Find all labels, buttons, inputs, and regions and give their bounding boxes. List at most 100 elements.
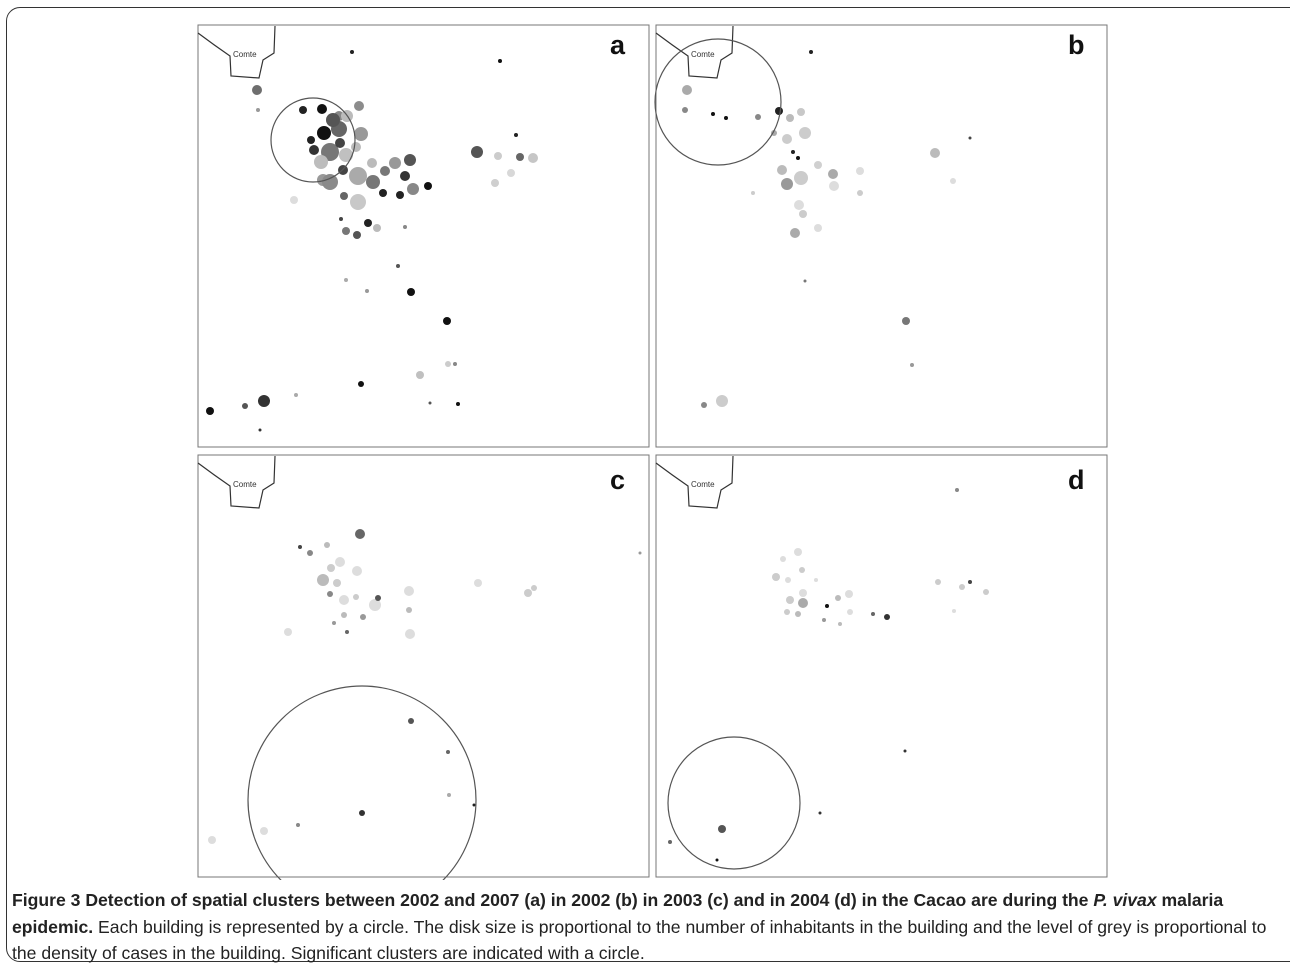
figure-panels: Comte a Comte b Comte c Comte d: [197, 24, 1108, 880]
building-point: [682, 85, 692, 95]
building-point: [375, 595, 381, 601]
panel-c: Comte c: [197, 454, 650, 880]
building-point: [354, 127, 368, 141]
building-point: [797, 108, 805, 116]
building-point: [296, 823, 300, 827]
building-point: [317, 574, 329, 586]
building-point: [784, 609, 790, 615]
building-point: [514, 133, 518, 137]
building-point: [333, 579, 341, 587]
building-point: [755, 114, 761, 120]
place-label: Comte: [233, 50, 257, 59]
building-point: [456, 402, 460, 406]
panel-b: Comte b: [654, 24, 1108, 448]
building-point: [339, 217, 343, 221]
cluster-circles: [667, 736, 801, 870]
building-point: [307, 136, 315, 144]
cluster-circles: [270, 97, 356, 183]
building-point: [498, 59, 502, 63]
building-point: [682, 107, 688, 113]
building-point: [772, 573, 780, 581]
building-point: [404, 154, 416, 166]
building-point: [406, 607, 412, 613]
building-point: [335, 557, 345, 567]
building-point: [335, 138, 345, 148]
building-point: [818, 811, 822, 815]
building-point: [955, 488, 959, 492]
building-point: [314, 155, 328, 169]
building-point: [379, 189, 387, 197]
building-point: [332, 621, 336, 625]
building-point: [902, 317, 910, 325]
building-point: [353, 594, 359, 600]
building-point: [531, 585, 537, 591]
building-point: [507, 169, 515, 177]
panel-d: Comte d: [655, 454, 1108, 878]
building-point: [829, 181, 839, 191]
building-point: [408, 718, 414, 724]
building-point: [344, 278, 348, 282]
building-point: [453, 362, 457, 366]
building-point: [349, 167, 367, 185]
building-point: [795, 611, 801, 617]
building-point: [871, 612, 875, 616]
figure-caption: Figure 3 Detection of spatial clusters b…: [12, 887, 1284, 967]
building-point: [718, 825, 726, 833]
building-point: [396, 191, 404, 199]
building-point: [447, 793, 451, 797]
building-point: [242, 403, 248, 409]
building-point: [856, 167, 864, 175]
building-point: [359, 810, 365, 816]
building-point: [803, 279, 807, 283]
building-point: [528, 153, 538, 163]
building-point: [342, 227, 350, 235]
caption-bold-start: Figure 3 Detection of spatial clusters b…: [12, 890, 1094, 910]
building-point: [208, 836, 216, 844]
place-label: Comte: [691, 480, 715, 489]
building-point: [952, 609, 956, 613]
building-point: [845, 590, 853, 598]
building-point: [326, 113, 340, 127]
building-point: [339, 148, 353, 162]
building-point: [327, 564, 335, 572]
building-point: [814, 224, 822, 232]
building-points: [668, 488, 989, 862]
building-point: [290, 196, 298, 204]
building-point: [790, 228, 800, 238]
building-point: [367, 158, 377, 168]
building-point: [284, 628, 292, 636]
building-point: [396, 264, 400, 268]
building-point: [799, 127, 811, 139]
building-point: [786, 114, 794, 122]
building-point: [798, 598, 808, 608]
building-point: [794, 171, 808, 185]
building-point: [782, 134, 792, 144]
building-point: [355, 529, 365, 539]
building-point: [968, 136, 972, 140]
building-point: [825, 604, 829, 608]
building-point: [309, 145, 319, 155]
building-point: [791, 150, 795, 154]
cluster-circles: [247, 685, 477, 880]
building-point: [307, 550, 313, 556]
building-point: [785, 577, 791, 583]
building-point: [317, 126, 331, 140]
building-point: [935, 579, 941, 585]
building-point: [884, 614, 890, 620]
panel-label: d: [1068, 465, 1085, 495]
building-point: [353, 231, 361, 239]
building-point: [322, 174, 338, 190]
cluster-circle: [654, 38, 782, 166]
building-point: [256, 108, 260, 112]
building-point: [786, 596, 794, 604]
building-point: [950, 178, 956, 184]
building-point: [524, 589, 532, 597]
building-point: [446, 750, 450, 754]
building-point: [403, 225, 407, 229]
building-point: [341, 612, 347, 618]
building-point: [794, 200, 804, 210]
building-point: [715, 858, 719, 862]
building-point: [365, 289, 369, 293]
building-point: [799, 210, 807, 218]
cluster-circle: [270, 97, 356, 183]
